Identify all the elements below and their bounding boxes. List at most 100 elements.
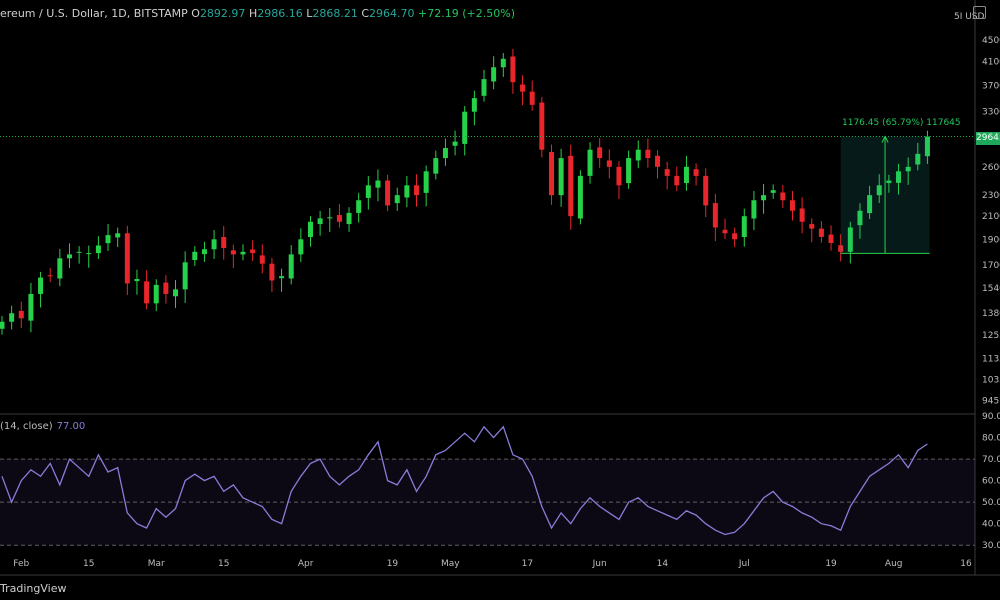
measure-label: 1176.45 (65.79%) 117645 — [842, 118, 961, 128]
price-axis[interactable]: 4500.4100.3700.3300.2900.2600.2300.2100.… — [982, 36, 1000, 407]
time-tick-label: May — [441, 559, 460, 569]
candle-body — [95, 245, 101, 254]
close-label: C — [361, 7, 370, 20]
candle-body — [712, 203, 718, 228]
candle-body — [597, 147, 603, 159]
candle-body — [520, 84, 526, 92]
candle-body — [867, 195, 873, 214]
candle-body — [857, 210, 863, 226]
candle-body — [298, 239, 304, 255]
price-tick-label: 2600. — [982, 163, 1000, 173]
rsi-value: 77.00 — [56, 421, 86, 432]
candle-body — [221, 237, 227, 248]
last-price-tag: 2964. — [976, 132, 1000, 145]
candle-body — [452, 141, 458, 146]
candle-body — [568, 155, 574, 217]
candle-body — [192, 251, 198, 261]
candle-body — [789, 200, 795, 211]
candle-body — [47, 275, 53, 277]
candle-body — [799, 208, 805, 222]
candle-body — [838, 245, 844, 252]
candle-body — [404, 185, 410, 198]
candle-body — [886, 180, 892, 184]
candle-body — [693, 169, 699, 176]
close-value: 2964.70 — [369, 7, 415, 20]
high-value: 2986.16 — [257, 7, 303, 20]
time-tick-label: Aug — [885, 559, 903, 569]
candle-body — [626, 158, 632, 184]
candle-body — [481, 79, 487, 96]
candle-body — [510, 56, 516, 83]
chart-settings-icon[interactable] — [973, 6, 986, 19]
candle-body — [683, 166, 689, 184]
price-grid — [0, 0, 1000, 576]
candle-body — [462, 111, 468, 144]
axis-currency-label: 5I USD — [954, 12, 985, 22]
time-tick-label: 19 — [387, 559, 399, 569]
rsi-params: (14, close) — [0, 421, 53, 432]
candle-body — [144, 281, 150, 304]
price-tick-label: 945. — [982, 397, 1000, 407]
candle-body — [674, 175, 680, 186]
candle-body — [529, 91, 535, 105]
symbol-legend: ereum / U.S. Dollar, 1D, BITSTAMP O2892.… — [0, 7, 515, 20]
rsi-tick-label: 70.00 — [982, 455, 1000, 465]
candle-body — [770, 190, 776, 193]
candle-body — [635, 149, 641, 161]
candle-body — [809, 224, 815, 229]
candle-body — [375, 180, 381, 188]
time-tick-label: Jun — [592, 559, 607, 569]
candle-body — [905, 166, 911, 172]
candle-body — [0, 321, 5, 329]
candle-body — [722, 229, 728, 234]
price-tick-label: 1540. — [982, 284, 1000, 294]
candle-body — [606, 160, 612, 167]
candle-body — [38, 277, 44, 294]
candle-body — [230, 250, 236, 255]
tradingview-logo[interactable]: TradingView — [0, 582, 67, 595]
candle-body — [761, 195, 767, 201]
candle-body — [915, 153, 921, 165]
candle-body — [664, 169, 670, 176]
candle-body — [385, 180, 391, 206]
price-tick-label: 1135. — [982, 354, 1000, 364]
high-label: H — [248, 7, 258, 20]
candle-body — [86, 253, 92, 255]
candle-body — [182, 262, 188, 290]
candle-body — [548, 152, 554, 196]
candle-body — [558, 158, 564, 196]
candle-body — [655, 155, 661, 167]
time-axis[interactable]: Feb 15 Mar 15 Apr 19 May 17 Jun 14 Jul 19 Aug 16 — [13, 559, 972, 569]
candle-body — [115, 233, 121, 238]
measure-tool[interactable] — [840, 135, 930, 254]
change-value: +72.19 (+2.50%) — [418, 7, 515, 20]
candle-body — [876, 185, 882, 196]
time-tick-label: Mar — [148, 559, 165, 569]
candle-body — [780, 192, 786, 201]
candle-body — [57, 258, 63, 279]
rsi-tick-label: 30.00 — [982, 541, 1000, 551]
time-tick-label: 15 — [218, 559, 229, 569]
rsi-axis: 90.00 80.00 70.00 60.00 50.00 40.00 30.00 — [982, 412, 1000, 551]
candle-body — [577, 175, 583, 219]
rsi-line — [1, 425, 928, 536]
time-tick-label: 14 — [657, 559, 669, 569]
candle-body — [346, 212, 352, 225]
price-tick-label: 1700. — [982, 261, 1000, 271]
price-tick-label: 1900. — [982, 235, 1000, 245]
candle-body — [66, 254, 72, 259]
candle-body — [250, 249, 256, 254]
candle-body — [336, 214, 342, 222]
rsi-tick-label: 40.00 — [982, 520, 1000, 530]
price-tick-label: 3300. — [982, 108, 1000, 118]
time-tick-label: 19 — [825, 559, 837, 569]
candle-body — [471, 98, 477, 112]
candle-body — [327, 217, 333, 219]
candle-body — [211, 239, 217, 250]
rsi-pane — [0, 425, 975, 546]
candle-body — [587, 149, 593, 176]
open-value: 2892.97 — [199, 7, 246, 20]
time-tick-label: Apr — [298, 559, 314, 569]
rsi-tick-label: 60.00 — [982, 477, 1000, 487]
